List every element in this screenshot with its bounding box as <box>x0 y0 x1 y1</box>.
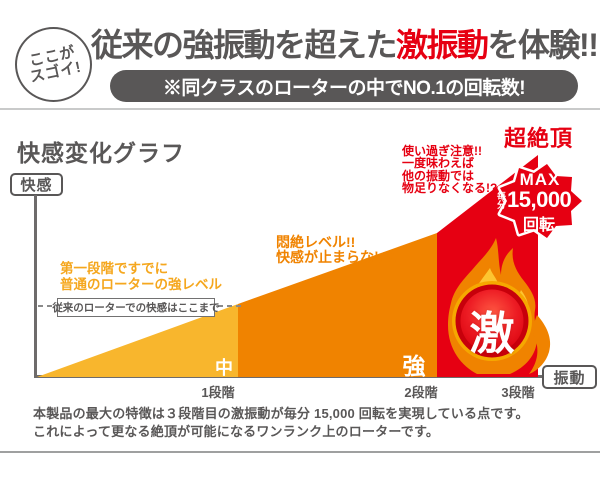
headline-emphasis: 激振動 <box>396 27 489 63</box>
y-axis-label: 快感 <box>20 177 53 194</box>
max-rpm-starburst <box>497 161 585 241</box>
flame-icon <box>448 238 551 374</box>
conventional-level-box: 従来のローターでの快感はここまで <box>52 298 220 317</box>
tick-stage-1: 1段階 <box>201 385 235 400</box>
annotation-stage2: 悶絶レベル!! 快感が止まらない!! <box>276 235 397 265</box>
segment-mid-area <box>37 304 238 377</box>
segment-label-mid: 中 <box>215 358 233 378</box>
max-badge-word: MAX <box>519 170 561 189</box>
here-is-great-badge: ここが スゴイ! <box>15 27 92 102</box>
annotation-stage3-line1: 使い過ぎ注意!! <box>402 144 482 158</box>
annotation-stage3-line4: 物足りなくなる!? <box>402 181 498 196</box>
annotation-stage3: 使い過ぎ注意!! 一度味わえば 他の振動では 物足りなくなる!? <box>402 145 497 195</box>
tick-stage-3: 3段階 <box>501 385 535 400</box>
peak-label: 超絶頂 <box>504 126 574 151</box>
tick-stage-2: 2段階 <box>404 385 438 400</box>
footer-line1: 本製品の最大の特徴は３段階目の激振動が毎分 15,000 回転を実現している点で… <box>33 406 529 421</box>
x-axis-label: 振動 <box>553 369 586 387</box>
max-badge-rpm-value: 15,000 <box>507 187 572 212</box>
flame-core-disc <box>460 289 524 353</box>
headline-pre: 従来の強振動を超えた <box>91 27 398 63</box>
x-axis-label-box: 振動 <box>542 365 597 389</box>
graph-title: 快感変化グラフ <box>17 140 185 166</box>
annotation-stage1-line2: 普通のローターの強レベル <box>60 276 222 292</box>
flame-right-tongue <box>529 315 551 374</box>
y-axis-line <box>34 195 37 377</box>
annotation-stage3-line3: 他の振動では <box>402 168 475 183</box>
footer-line2: これによって更なる絶頂が可能になるワンランク上のローターです。 <box>33 424 440 439</box>
annotation-stage1: 第一段階ですでに 普通のローターの強レベル <box>60 261 222 292</box>
sub-banner: ※同クラスのローターの中でNO.1の回転数! <box>110 70 578 102</box>
max-badge-per-minute: 毎分 <box>497 191 507 210</box>
segment-label-extreme: 激 <box>469 308 515 359</box>
annotation-stage3-line2: 一度味わえば <box>402 156 475 171</box>
headline-post: を体験!! <box>487 27 599 63</box>
annotation-stage1-line1: 第一段階ですでに <box>60 261 169 276</box>
sub-banner-text: ※同クラスのローターの中でNO.1の回転数! <box>162 77 526 99</box>
segment-label-strong: 強 <box>402 353 426 379</box>
segment-strong-area <box>238 233 437 377</box>
annotation-stage2-line2: 快感が止まらない!! <box>276 249 398 265</box>
max-badge-rpm-unit: 回転 <box>522 217 555 234</box>
y-axis-label-box: 快感 <box>10 173 63 196</box>
main-headline: 従来の強振動を超えた 激振動 を体験!! <box>91 21 599 65</box>
top-divider <box>0 108 600 110</box>
bottom-divider <box>0 451 600 453</box>
annotation-stage2-line1: 悶絶レベル!! <box>276 234 356 250</box>
